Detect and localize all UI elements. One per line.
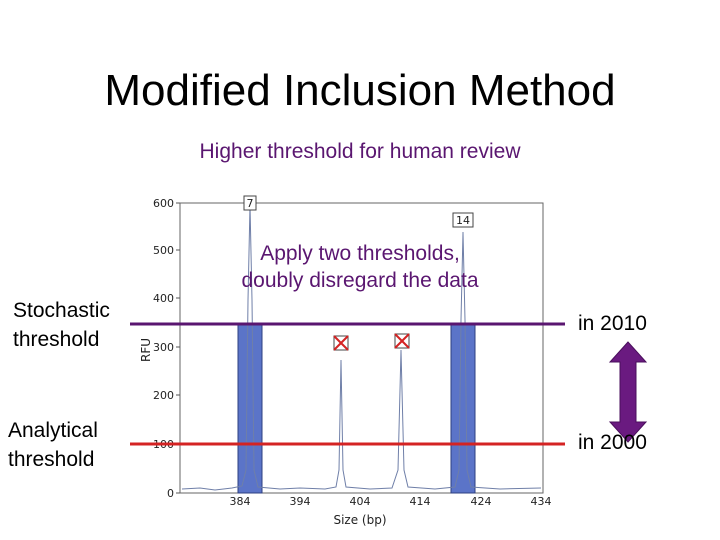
- allele-label-box-14: [452, 212, 474, 228]
- slide-title: Modified Inclusion Method: [104, 66, 616, 115]
- stochastic-label-line-2: threshold: [13, 328, 100, 351]
- x-axis-ticks: 384 394 404 414 424 434: [230, 495, 552, 508]
- y-tick-300: 300: [153, 341, 174, 354]
- callout-text: Apply two thresholds, doubly disregard t…: [200, 240, 520, 294]
- x-tick-394: 394: [290, 495, 311, 508]
- analytical-threshold-label: Analytical threshold: [8, 416, 98, 474]
- y-tick-0: 0: [167, 487, 174, 500]
- stochastic-threshold-label: Stochastic threshold: [13, 296, 110, 354]
- y-tick-500: 500: [153, 244, 174, 257]
- x-tick-434: 434: [531, 495, 552, 508]
- y-tick-600: 600: [153, 197, 174, 210]
- year-label-2010: in 2010: [578, 312, 647, 335]
- rejected-peak-marker-2: [394, 333, 410, 349]
- x-tick-414: 414: [410, 495, 431, 508]
- allele-label-14: 14: [456, 214, 470, 227]
- slide-subtitle: Higher threshold for human review: [199, 140, 521, 163]
- y-axis-ticks: 0 100 200 300 400 500 600: [153, 197, 180, 500]
- allele-label-box-7: [243, 195, 257, 211]
- signal-trace: [181, 204, 542, 491]
- rejected-peak-marker-1: [333, 335, 349, 351]
- y-axis-label: RFU: [139, 338, 153, 362]
- x-axis-label: Size (bp): [333, 513, 386, 527]
- x-tick-424: 424: [471, 495, 492, 508]
- double-arrow-icon: [608, 341, 648, 443]
- analytical-label-line-2: threshold: [8, 448, 95, 471]
- x-tick-404: 404: [350, 495, 371, 508]
- allele-bar-right: [450, 324, 476, 494]
- allele-label-7: 7: [247, 197, 254, 210]
- y-tick-400: 400: [153, 292, 174, 305]
- callout-line-1: Apply two thresholds,: [260, 242, 460, 265]
- allele-bar-left: [237, 324, 263, 494]
- y-tick-200: 200: [153, 389, 174, 402]
- analytical-label-line-1: Analytical: [8, 419, 98, 442]
- stochastic-label-line-1: Stochastic: [13, 299, 110, 322]
- callout-line-2: doubly disregard the data: [241, 269, 479, 292]
- year-label-2000: in 2000: [578, 431, 647, 454]
- x-tick-384: 384: [230, 495, 251, 508]
